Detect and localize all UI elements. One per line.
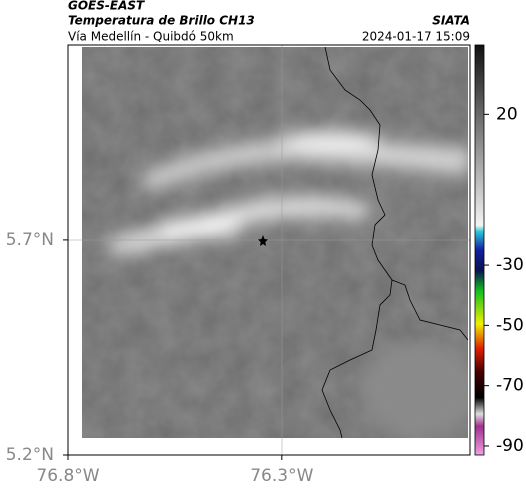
satellite-image [82,47,468,438]
y-tick-label: 5.7°N [6,230,54,250]
colorbar-tick-label: -90 [496,436,524,456]
colorbar [474,44,485,456]
source: GOES-EAST [68,0,145,13]
datetime: 2024-01-17 15:09 [362,30,470,44]
colorbar-tick-label: -70 [496,376,524,396]
y-tick-label: 5.2°N [6,445,54,465]
brand: SIATA [432,14,470,28]
x-tick-label: 76.8°W [36,466,99,486]
map-frame [67,44,471,456]
colorbar-tick-label: -50 [496,315,524,335]
colorbar-tick-label: 20 [496,104,518,124]
colorbar-tick-label: -30 [496,255,524,275]
location-marker [258,235,268,246]
title: Temperatura de Brillo CH13 [68,14,255,28]
subtitle: Vía Medellín - Quibdó 50km [68,30,234,44]
boundaries [321,46,469,439]
x-tick-label: 76.3°W [250,466,313,486]
